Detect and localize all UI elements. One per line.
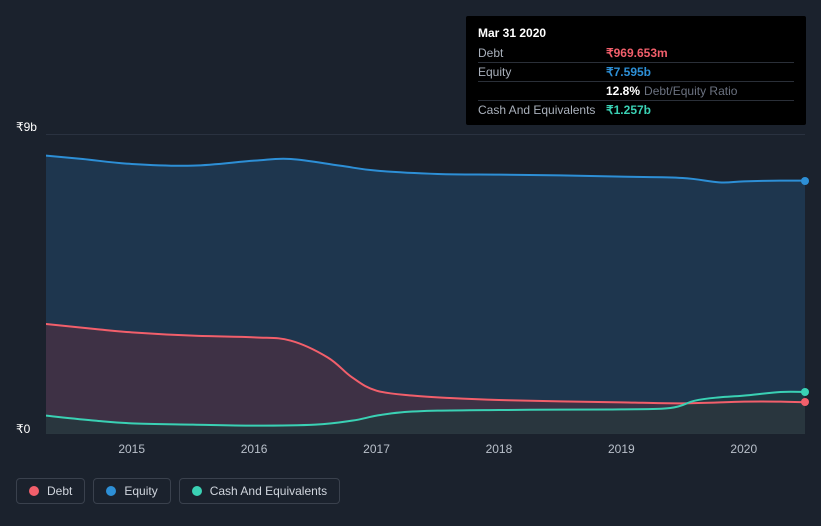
chart-plot-area <box>46 134 805 434</box>
legend-swatch <box>29 486 39 496</box>
chart-tooltip: Mar 31 2020 Debt₹969.653mEquity₹7.595b12… <box>466 16 806 125</box>
x-axis-tick: 2020 <box>730 442 757 456</box>
tooltip-row-label: Debt <box>478 46 606 60</box>
legend-label: Cash And Equivalents <box>210 484 327 498</box>
x-axis-tick: 2019 <box>608 442 635 456</box>
tooltip-row: Equity₹7.595b <box>478 62 794 81</box>
tooltip-row-label: Equity <box>478 65 606 79</box>
tooltip-row: Debt₹969.653m <box>478 44 794 62</box>
x-axis-tick: 2016 <box>241 442 268 456</box>
tooltip-row-value: ₹1.257b <box>606 103 651 117</box>
series-end-marker <box>801 398 809 406</box>
y-axis-min-label: ₹0 <box>16 422 30 436</box>
legend-swatch <box>106 486 116 496</box>
tooltip-row-value: ₹7.595b <box>606 65 651 79</box>
legend-label: Equity <box>124 484 157 498</box>
tooltip-row-label: Cash And Equivalents <box>478 103 606 117</box>
series-end-marker <box>801 388 809 396</box>
x-axis-tick: 2018 <box>486 442 513 456</box>
tooltip-row-value: ₹969.653m <box>606 46 668 60</box>
debt-equity-chart: ₹9b ₹0 2015 2016 2017 2018 2019 2020 <box>16 120 805 465</box>
x-axis-tick: 2015 <box>118 442 145 456</box>
tooltip-date: Mar 31 2020 <box>478 22 794 44</box>
series-end-marker <box>801 177 809 185</box>
tooltip-row: 12.8% Debt/Equity Ratio <box>478 81 794 100</box>
x-axis-tick: 2017 <box>363 442 390 456</box>
legend-item[interactable]: Cash And Equivalents <box>179 478 340 504</box>
legend-item[interactable]: Equity <box>93 478 170 504</box>
legend-swatch <box>192 486 202 496</box>
tooltip-row-label <box>478 84 606 98</box>
tooltip-row: Cash And Equivalents₹1.257b <box>478 100 794 119</box>
tooltip-row-suffix: Debt/Equity Ratio <box>644 84 737 98</box>
y-axis-max-label: ₹9b <box>16 120 37 134</box>
legend-item[interactable]: Debt <box>16 478 85 504</box>
tooltip-row-value: 12.8% <box>606 84 640 98</box>
x-axis: 2015 2016 2017 2018 2019 2020 <box>46 442 805 462</box>
legend-label: Debt <box>47 484 72 498</box>
chart-legend: Debt Equity Cash And Equivalents <box>16 478 340 504</box>
